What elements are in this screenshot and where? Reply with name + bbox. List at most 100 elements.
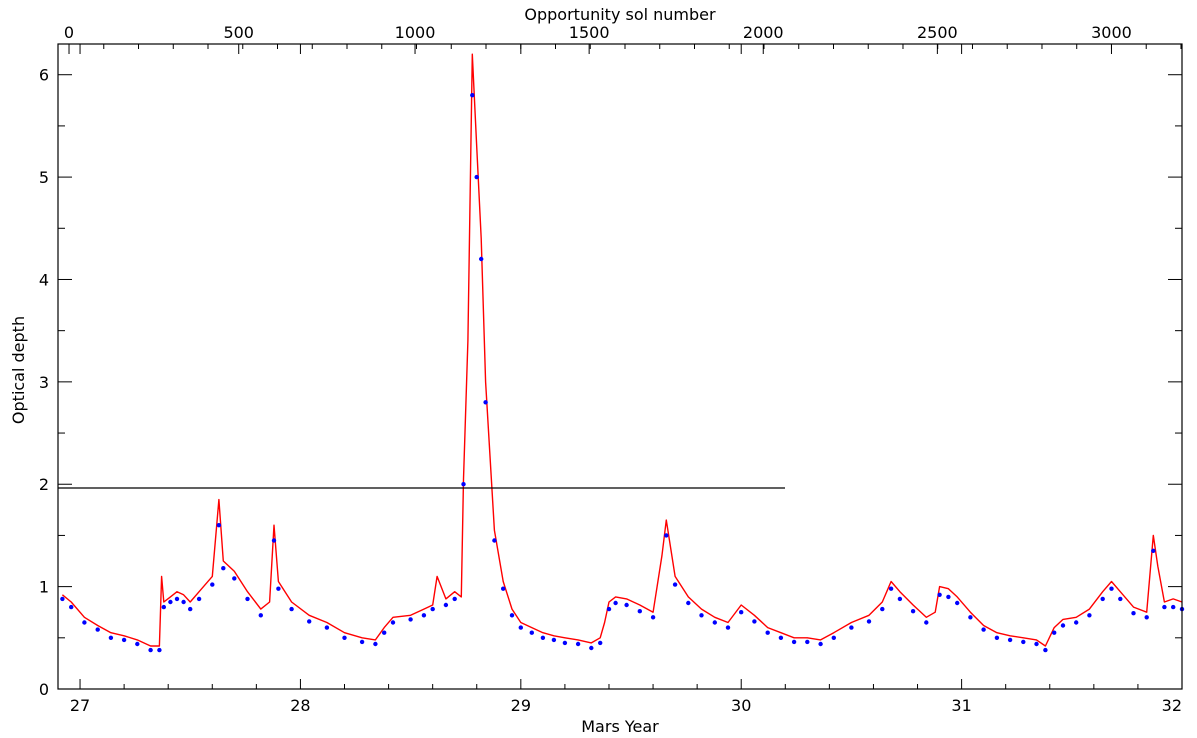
data-point <box>637 609 642 614</box>
data-point <box>664 533 669 538</box>
data-point <box>509 613 515 618</box>
data-point <box>483 400 488 405</box>
data-point <box>752 619 757 624</box>
data-point <box>390 620 396 625</box>
x-axis-bottom: 27 28 29 30 31 32 <box>70 44 1183 715</box>
data-point <box>221 566 226 571</box>
data-point <box>1131 611 1136 616</box>
data-point <box>289 606 294 612</box>
x2-tick-label: 500 <box>223 23 254 42</box>
data-point <box>359 639 365 645</box>
data-point <box>606 606 612 612</box>
data-point <box>1043 647 1048 653</box>
y-axis-left: 0 1 2 3 4 5 6 <box>39 66 1182 699</box>
data-point <box>955 600 960 606</box>
data-point <box>157 647 162 653</box>
data-point <box>1144 615 1149 620</box>
y-tick-label: 2 <box>39 475 49 494</box>
y-tick-label: 6 <box>39 66 49 85</box>
data-point <box>650 615 656 620</box>
data-point <box>60 596 65 602</box>
x-tick-label: 32 <box>1162 696 1182 715</box>
data-point <box>470 93 475 98</box>
data-point <box>408 617 413 622</box>
data-point <box>258 613 263 618</box>
data-point <box>1151 548 1156 553</box>
data-point <box>1007 637 1013 643</box>
data-point <box>324 625 330 630</box>
x-tick-label: 27 <box>70 696 90 715</box>
data-point <box>479 256 484 262</box>
data-point <box>937 592 942 597</box>
data-point <box>778 635 784 640</box>
data-point <box>1060 623 1066 628</box>
x2-tick-label: 1500 <box>569 23 610 42</box>
y-tick-label: 0 <box>39 680 49 699</box>
data-points <box>60 93 1185 653</box>
data-point <box>174 596 180 602</box>
data-point <box>1052 630 1057 635</box>
x-tick-label: 30 <box>731 696 751 715</box>
data-point <box>818 641 823 647</box>
data-point <box>1162 604 1167 610</box>
data-point <box>805 639 810 645</box>
data-point <box>866 619 872 624</box>
data-point <box>501 586 506 591</box>
x-axis-title: Mars Year <box>581 717 659 736</box>
series-line-0 <box>61 53 1183 647</box>
data-point <box>725 625 731 630</box>
data-point <box>168 599 173 605</box>
x2-tick-label: 2000 <box>743 23 784 42</box>
data-point <box>1087 613 1092 618</box>
data-point <box>551 637 557 643</box>
data-point <box>981 627 986 632</box>
data-point <box>672 582 678 587</box>
data-point <box>1074 620 1079 625</box>
data-point <box>624 602 629 608</box>
data-point <box>430 606 435 612</box>
x2-tick-label: 2500 <box>917 23 958 42</box>
data-point <box>686 600 691 606</box>
data-point <box>421 613 427 618</box>
data-point <box>276 586 281 591</box>
data-point <box>443 602 449 608</box>
data-point <box>739 610 744 615</box>
data-point <box>968 615 973 620</box>
x-axis-top: 0 500 1000 1500 2000 2500 3000 <box>64 23 1182 54</box>
data-point <box>994 635 1000 640</box>
data-point <box>382 630 387 635</box>
data-point <box>196 596 202 602</box>
data-point <box>210 582 215 587</box>
x2-tick-label: 3000 <box>1091 23 1132 42</box>
data-point <box>161 604 166 610</box>
data-lines <box>61 53 1183 647</box>
plot-frame <box>57 43 1183 690</box>
data-point <box>307 619 312 624</box>
data-point <box>598 640 603 646</box>
x-tick-label: 28 <box>290 696 310 715</box>
data-point <box>271 538 277 543</box>
data-point <box>95 627 100 632</box>
data-point <box>562 640 568 646</box>
data-point <box>342 635 347 640</box>
data-point <box>82 620 87 625</box>
data-point <box>461 482 466 487</box>
data-point <box>831 635 836 640</box>
data-point <box>108 635 114 640</box>
data-point <box>135 641 140 647</box>
data-point <box>474 174 479 180</box>
data-point <box>888 586 894 591</box>
data-point <box>1021 639 1026 645</box>
data-point <box>910 609 916 614</box>
data-point <box>518 625 523 630</box>
data-point <box>1171 604 1176 610</box>
x-tick-label: 29 <box>511 696 531 715</box>
y-tick-label: 1 <box>39 578 49 597</box>
data-point <box>69 604 74 610</box>
data-point <box>575 641 581 647</box>
x-tick-label: 31 <box>951 696 971 715</box>
data-point <box>699 613 704 618</box>
data-point <box>791 639 797 645</box>
